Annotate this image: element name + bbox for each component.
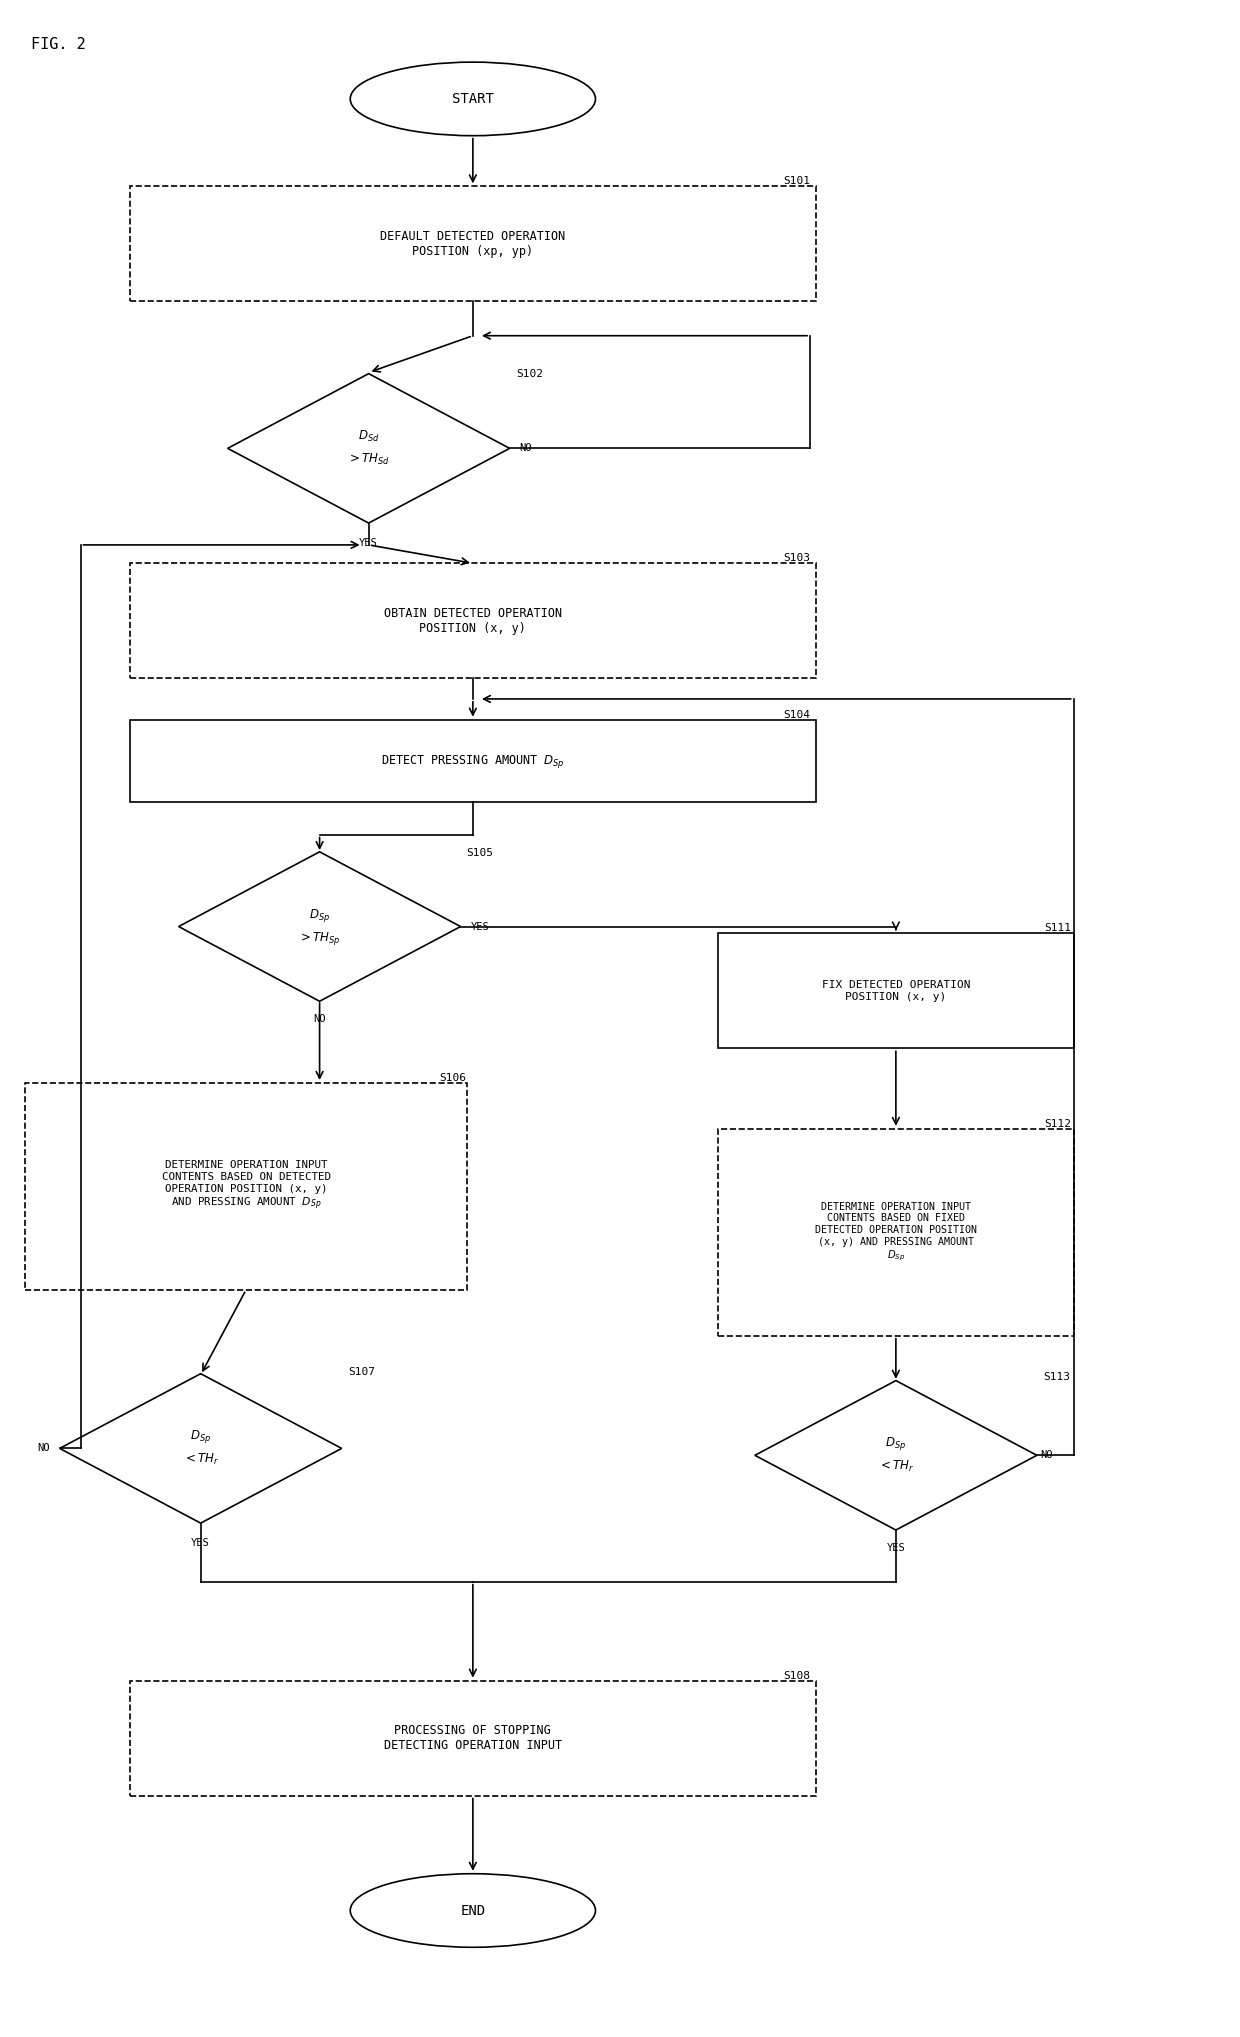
Text: NO: NO bbox=[314, 1014, 326, 1025]
Text: DEFAULT DETECTED OPERATION
POSITION (xp, yp): DEFAULT DETECTED OPERATION POSITION (xp,… bbox=[381, 230, 565, 259]
Text: $>TH_{Sd}$: $>TH_{Sd}$ bbox=[347, 452, 391, 466]
Text: S112: S112 bbox=[1044, 1118, 1071, 1128]
Text: S102: S102 bbox=[516, 369, 543, 379]
Text: NO: NO bbox=[520, 444, 532, 454]
Text: YES: YES bbox=[360, 538, 378, 548]
Text: $D_{Sd}$: $D_{Sd}$ bbox=[358, 430, 379, 444]
Text: NO: NO bbox=[37, 1444, 50, 1454]
Text: DETECT PRESSING AMOUNT $D_{Sp}$: DETECT PRESSING AMOUNT $D_{Sp}$ bbox=[381, 752, 564, 770]
Text: NO: NO bbox=[1040, 1450, 1053, 1461]
Bar bbox=[129, 719, 816, 803]
Text: $D_{Sp}$: $D_{Sp}$ bbox=[309, 906, 330, 923]
Text: $<TH_r$: $<TH_r$ bbox=[182, 1452, 218, 1467]
Text: $D_{Sp}$: $D_{Sp}$ bbox=[190, 1428, 211, 1446]
Text: S113: S113 bbox=[1043, 1371, 1070, 1381]
Text: $D_{Sp}$: $D_{Sp}$ bbox=[885, 1436, 906, 1452]
Text: S104: S104 bbox=[782, 709, 810, 719]
Text: END: END bbox=[460, 1903, 485, 1917]
Bar bbox=[129, 185, 816, 301]
Text: S108: S108 bbox=[782, 1670, 810, 1681]
Bar bbox=[718, 933, 1074, 1049]
Text: DETERMINE OPERATION INPUT
CONTENTS BASED ON DETECTED
OPERATION POSITION (x, y)
A: DETERMINE OPERATION INPUT CONTENTS BASED… bbox=[161, 1161, 331, 1212]
Text: $<TH_r$: $<TH_r$ bbox=[878, 1458, 914, 1475]
Text: FIX DETECTED OPERATION
POSITION (x, y): FIX DETECTED OPERATION POSITION (x, y) bbox=[822, 980, 970, 1002]
Text: START: START bbox=[451, 92, 494, 106]
Text: OBTAIN DETECTED OPERATION
POSITION (x, y): OBTAIN DETECTED OPERATION POSITION (x, y… bbox=[384, 607, 562, 636]
Bar bbox=[718, 1128, 1074, 1336]
Bar bbox=[129, 564, 816, 678]
Text: $>TH_{Sp}$: $>TH_{Sp}$ bbox=[299, 929, 341, 947]
Text: S107: S107 bbox=[347, 1367, 374, 1377]
Text: YES: YES bbox=[470, 921, 489, 931]
Text: DETERMINE OPERATION INPUT
CONTENTS BASED ON FIXED
DETECTED OPERATION POSITION
(x: DETERMINE OPERATION INPUT CONTENTS BASED… bbox=[815, 1202, 977, 1263]
Text: YES: YES bbox=[887, 1542, 905, 1552]
Text: S105: S105 bbox=[466, 847, 494, 858]
Text: S103: S103 bbox=[782, 554, 810, 564]
Bar bbox=[25, 1084, 466, 1289]
Text: S101: S101 bbox=[782, 177, 810, 185]
Text: S106: S106 bbox=[440, 1073, 466, 1084]
Text: YES: YES bbox=[191, 1538, 210, 1548]
Text: S111: S111 bbox=[1044, 923, 1071, 933]
Text: FIG. 2: FIG. 2 bbox=[31, 37, 87, 53]
Bar bbox=[129, 1681, 816, 1795]
Text: PROCESSING OF STOPPING
DETECTING OPERATION INPUT: PROCESSING OF STOPPING DETECTING OPERATI… bbox=[384, 1723, 562, 1752]
